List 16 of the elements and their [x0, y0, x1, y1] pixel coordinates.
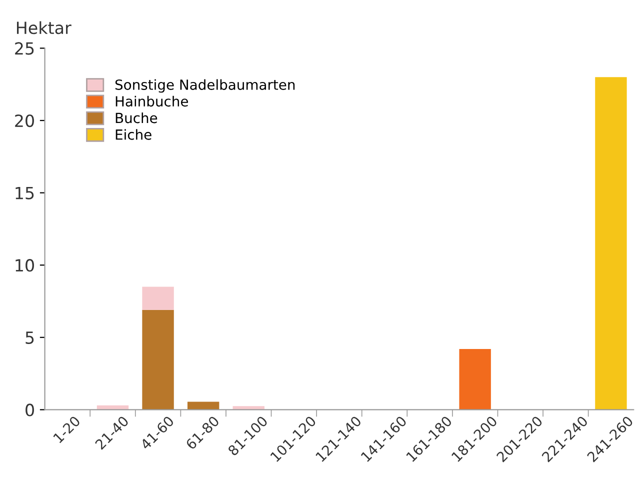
y-tick-label: 15	[16, 186, 34, 200]
legend-label: Sonstige Nadelbaumarten	[115, 79, 295, 93]
legend-label: Eiche	[116, 129, 152, 140]
bar	[142, 310, 174, 410]
bar	[142, 286, 174, 310]
y-tick-label: 25	[15, 42, 34, 55]
y-tick-label: 0	[26, 404, 34, 416]
bar	[459, 348, 491, 410]
y-axis-title: Hektar	[16, 21, 72, 34]
bar	[187, 402, 220, 410]
legend-label: Hainbuche	[116, 96, 188, 107]
bar	[595, 77, 627, 410]
y-tick-label: 5	[26, 332, 34, 344]
y-tick-label: 10	[16, 259, 34, 272]
y-tick-label: 20	[15, 114, 34, 128]
legend-label: Buche	[116, 112, 158, 124]
